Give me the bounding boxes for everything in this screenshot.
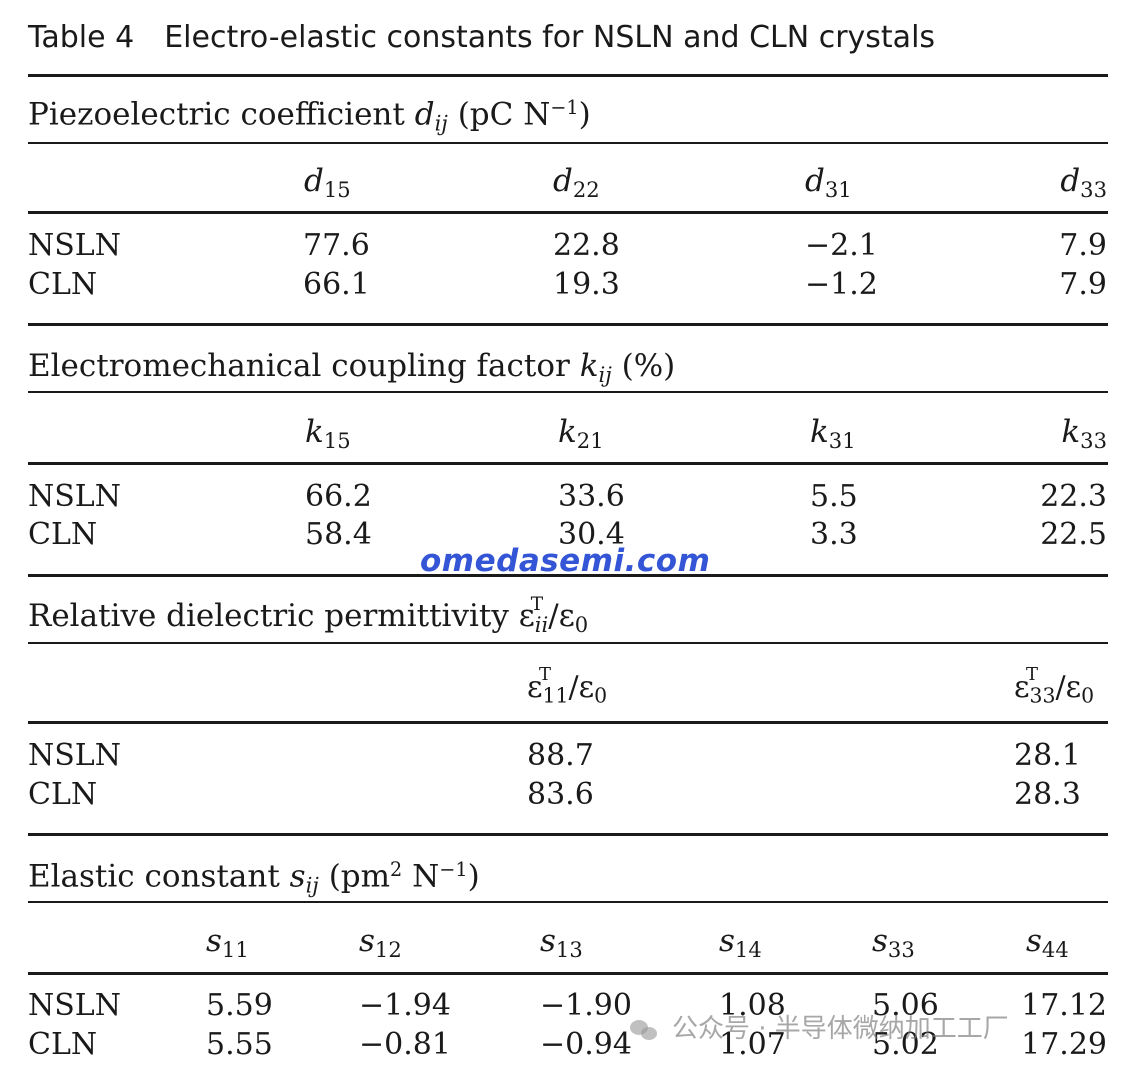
header-d31: d31 (805, 163, 852, 202)
header-eps11: ε T 11/ε0 (527, 664, 608, 708)
top-rule (28, 74, 1108, 77)
rule (28, 642, 1108, 644)
wechat-watermark: 公众号 · 半导体微纳加工工厂 (630, 1008, 1009, 1045)
header-s33: s33 (872, 923, 915, 962)
table-cell: 28.3 (1014, 777, 1081, 812)
table-cell: −1.94 (359, 988, 451, 1023)
table-cell: 5.02 (872, 1027, 939, 1062)
table-cell: 33.6 (558, 479, 625, 514)
table-caption: Table 4 Electro-elastic constants for NSL… (28, 20, 935, 55)
rule (28, 574, 1108, 577)
table-cell: 88.7 (527, 738, 594, 773)
header-s14: s14 (719, 923, 762, 962)
table-cell: 1.08 (719, 988, 786, 1023)
section-title-elastic: Elastic constant sij (pm2 N−1) (28, 858, 480, 898)
table-cell: 3.3 (810, 517, 858, 552)
table-cell: −2.1 (805, 228, 878, 263)
table-cell: −0.81 (359, 1027, 451, 1062)
table-cell: 22.3 (1040, 479, 1107, 514)
row-label: CLN (28, 1027, 98, 1062)
table-cell: 5.55 (206, 1027, 273, 1062)
table-cell: 5.59 (206, 988, 273, 1023)
rule (28, 972, 1108, 975)
table-cell: 7.9 (1059, 267, 1107, 302)
rule (28, 721, 1108, 724)
table-cell: 17.29 (1021, 1027, 1107, 1062)
table-label: Table 4 (28, 20, 135, 55)
rule (28, 462, 1108, 465)
header-eps33: ε T 33/ε0 (1014, 664, 1095, 708)
table-cell: 7.9 (1059, 228, 1107, 263)
table-cell: 30.4 (558, 517, 625, 552)
header-s44: s44 (1026, 923, 1069, 962)
header-s11: s11 (206, 923, 249, 962)
header-d22: d22 (553, 163, 600, 202)
row-label: CLN (28, 267, 98, 302)
wechat-icon (630, 1018, 660, 1042)
header-s13: s13 (540, 923, 583, 962)
header-d33: d33 (1060, 163, 1107, 202)
table-cell: 5.5 (810, 479, 858, 514)
table-cell: −1.2 (805, 267, 878, 302)
header-k15: k15 (305, 414, 351, 453)
row-label: CLN (28, 777, 98, 812)
table-cell: 58.4 (305, 517, 372, 552)
rule (28, 142, 1108, 144)
table-cell: 1.07 (719, 1027, 786, 1062)
header-s12: s12 (359, 923, 402, 962)
header-d15: d15 (304, 163, 351, 202)
header-k31: k31 (810, 414, 856, 453)
table-cell: 66.1 (303, 267, 370, 302)
row-label: NSLN (28, 479, 121, 514)
table-cell: 5.06 (872, 988, 939, 1023)
rule (28, 901, 1108, 903)
table-cell: −1.90 (540, 988, 632, 1023)
table-cell: 19.3 (553, 267, 620, 302)
header-k21: k21 (558, 414, 604, 453)
table-cell: 17.12 (1021, 988, 1107, 1023)
rule (28, 211, 1108, 214)
table-cell: 22.8 (553, 228, 620, 263)
table-cell: −0.94 (540, 1027, 632, 1062)
table-cell: 77.6 (303, 228, 370, 263)
table-cell: 22.5 (1040, 517, 1107, 552)
table-caption-text: Electro-elastic constants for NSLN and C… (164, 20, 936, 55)
row-label: NSLN (28, 228, 121, 263)
row-label: NSLN (28, 738, 121, 773)
section-title-piezo: Piezoelectric coefficient dij (pC N−1) (28, 96, 591, 136)
rule (28, 323, 1108, 326)
table-cell: 28.1 (1014, 738, 1081, 773)
table-cell: 83.6 (527, 777, 594, 812)
table-cell: 66.2 (305, 479, 372, 514)
row-label: NSLN (28, 988, 121, 1023)
rule (28, 833, 1108, 836)
row-label: CLN (28, 517, 98, 552)
section-title-coupling: Electromechanical coupling factor kij (%… (28, 348, 676, 387)
rule (28, 391, 1108, 393)
site-watermark: omedasemi.com (420, 543, 711, 579)
header-k33: k33 (1061, 414, 1107, 453)
